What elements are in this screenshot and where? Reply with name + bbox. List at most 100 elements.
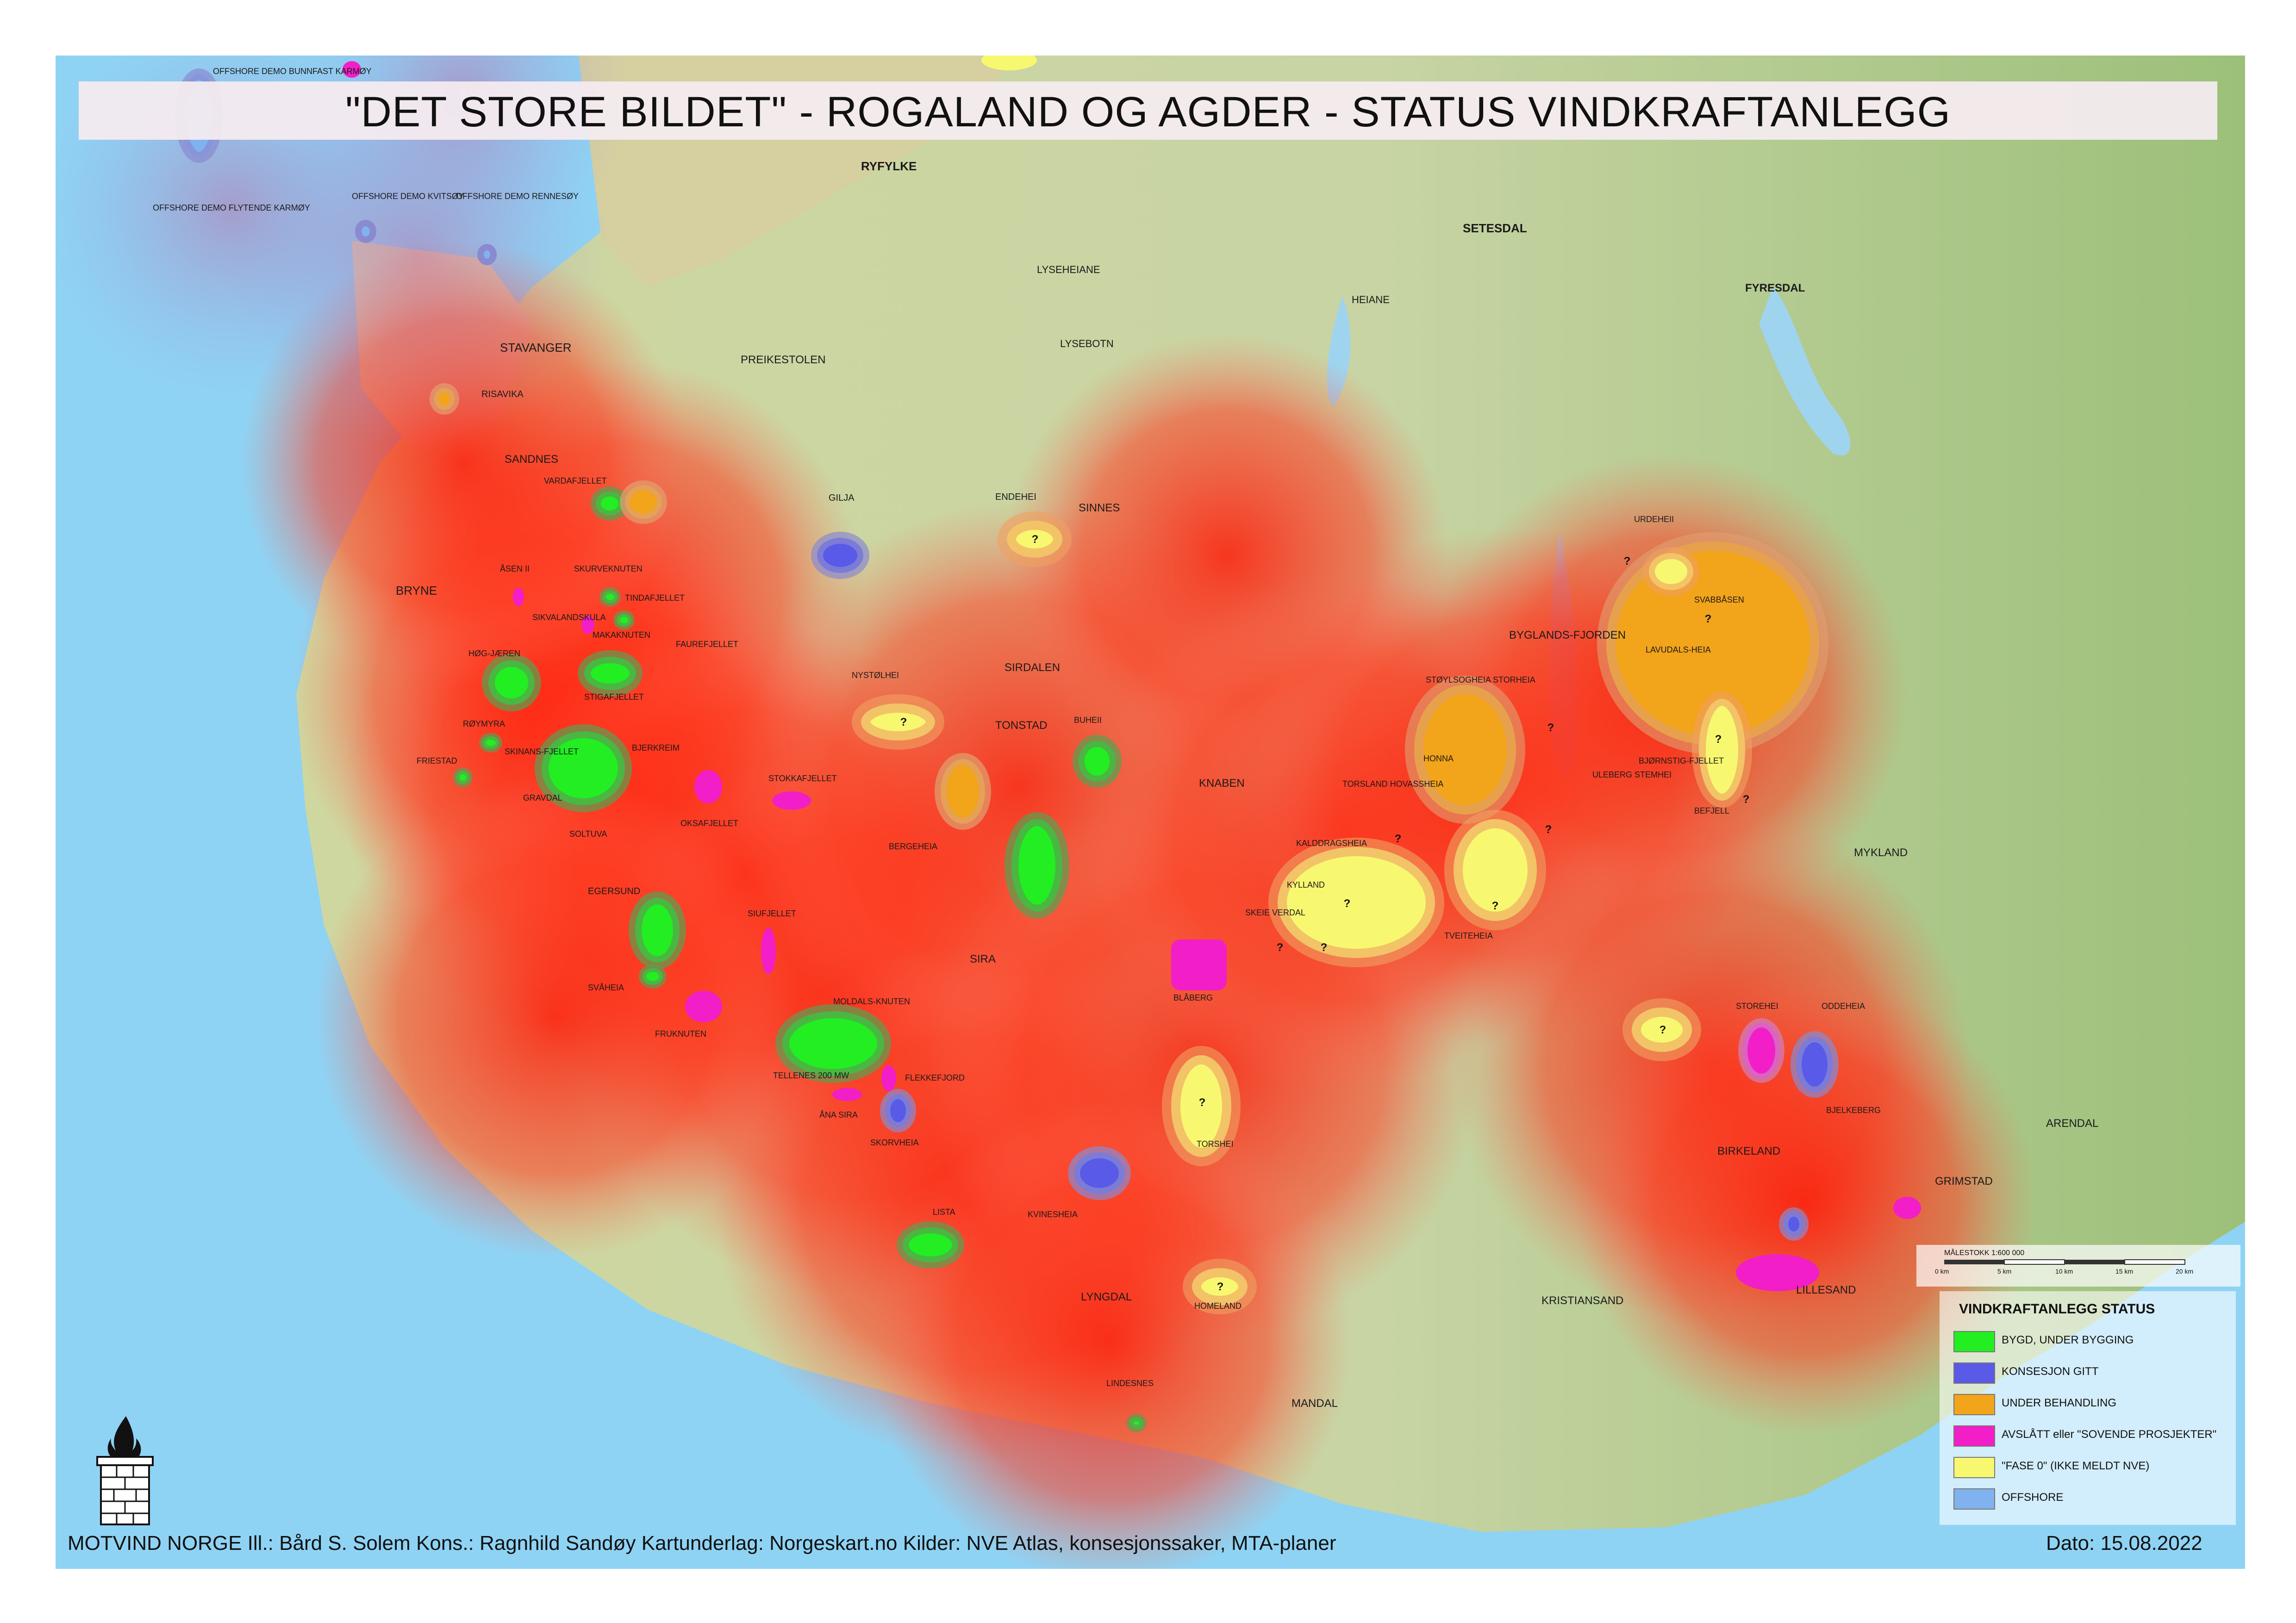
scale-tick-label: 0 km xyxy=(1935,1268,1949,1275)
unknown-marker: ? xyxy=(1705,613,1712,625)
place-label: HØG-JÆREN xyxy=(468,649,520,658)
place-label: KVINESHEIA xyxy=(1028,1210,1078,1219)
area-skinansfjellet xyxy=(535,724,632,812)
place-label: BJELKEBERG xyxy=(1826,1106,1881,1115)
place-label: LINDESNES xyxy=(1106,1379,1154,1388)
place-label: BRYNE xyxy=(396,584,437,597)
legend-item-offshore: OFFSHORE xyxy=(1953,1486,2213,1511)
place-label: STIGAFJELLET xyxy=(584,692,644,702)
place-label: TVEITEHEIA xyxy=(1444,931,1493,940)
areas-phase0 xyxy=(852,50,1752,1314)
scale-tick-label: 15 km xyxy=(2115,1268,2133,1275)
legend-swatch xyxy=(1953,1457,1995,1478)
place-label: ARENDAL xyxy=(2046,1117,2098,1130)
place-label: SIKVALANDSKULA xyxy=(532,613,606,622)
unknown-marker: ? xyxy=(900,716,907,728)
place-label: LAVUDALS-HEIA xyxy=(1646,645,1711,654)
area-offshore-kvitsoy xyxy=(355,220,376,243)
place-label: OKSAFJELLET xyxy=(680,819,738,828)
area-fruknuten xyxy=(685,991,722,1022)
place-label: OFFSHORE DEMO FLYTENDE KARMØY xyxy=(153,203,310,212)
legend-swatch xyxy=(1953,1394,1995,1415)
unknown-marker: ? xyxy=(1547,721,1554,734)
unknown-markers: ? ? ? ? ? ? ? ? ? ? ? ? ? ? ? ? xyxy=(900,533,1750,1293)
areas-rejected xyxy=(343,61,1921,1291)
area-lista xyxy=(897,1221,964,1269)
place-label: ODDEHEIA xyxy=(1822,1001,1865,1011)
area-bjornstigfjellet xyxy=(1692,692,1752,808)
place-label: BEFJELL xyxy=(1694,806,1729,815)
unknown-marker: ? xyxy=(1032,533,1039,546)
area-stoylsogheia xyxy=(1405,676,1525,824)
footer-date: Dato: 15.08.2022 xyxy=(2046,1532,2202,1555)
place-label: KNABEN xyxy=(1199,777,1245,790)
area-skurveknuten xyxy=(599,587,621,607)
unknown-marker: ? xyxy=(1545,823,1552,836)
place-labels: RYFYLKE SETESDAL LYSEHEIANE HEIANE FYRES… xyxy=(153,67,2098,1410)
area-risavika xyxy=(430,383,459,415)
place-label: RISAVIKA xyxy=(481,389,524,399)
area-lillesand-coast xyxy=(1736,1254,1819,1291)
place-label: ENDEHEI xyxy=(995,492,1036,502)
place-label: NYSTØLHEI xyxy=(852,671,899,680)
place-label: GRIMSTAD xyxy=(1935,1175,1993,1188)
place-label: VARDAFJELLET xyxy=(544,476,607,485)
area-bergeheia xyxy=(935,753,991,830)
place-label: SIRDALEN xyxy=(1004,661,1060,674)
place-label: SKURVEKNUTEN xyxy=(574,564,643,573)
place-label: SVÅHEIA xyxy=(588,983,624,992)
legend-label: UNDER BEHANDLING xyxy=(2002,1397,2117,1409)
area-lindesnes xyxy=(1126,1414,1147,1432)
place-label: PREIKESTOLEN xyxy=(741,354,826,366)
unknown-marker: ? xyxy=(1492,900,1499,912)
area-urdeheii xyxy=(1643,547,1699,596)
area-tveiteheia xyxy=(1444,810,1546,930)
place-label: BUHEII xyxy=(1074,715,1102,725)
place-label: FAUREFJELLET xyxy=(676,640,738,649)
scale-tick-label: 5 km xyxy=(1997,1268,2011,1275)
motvind-logo-icon xyxy=(96,1416,154,1525)
place-label: LILLESAND xyxy=(1796,1284,1856,1296)
legend-item-phase0: "FASE 0" (IKKE MELDT NVE) xyxy=(1953,1454,2213,1480)
place-label: SKEIE VERDAL xyxy=(1245,908,1305,917)
place-label: KYLLAND xyxy=(1287,880,1325,889)
legend-swatch xyxy=(1953,1362,1995,1384)
place-label: SKORVHEIA xyxy=(870,1138,919,1147)
unknown-marker: ? xyxy=(1660,1024,1666,1036)
lake xyxy=(1759,287,1851,455)
area-grimstad xyxy=(1893,1197,1921,1219)
place-label: SANDNES xyxy=(505,453,558,466)
area-homeland xyxy=(1183,1259,1257,1314)
place-label: FRIESTAD xyxy=(417,756,457,765)
unknown-marker: ? xyxy=(1624,555,1631,567)
place-label: ÅNA SIRA xyxy=(819,1110,858,1119)
place-label: HOMELAND xyxy=(1194,1301,1242,1311)
area-torshei xyxy=(1162,1046,1241,1166)
area-hog-jaeren xyxy=(482,654,541,711)
legend-title: VINDKRAFTANLEGG STATUS xyxy=(1959,1301,2155,1317)
place-label: GILJA xyxy=(829,493,855,503)
place-label: KRISTIANSAND xyxy=(1541,1294,1623,1307)
place-label: LYNGDAL xyxy=(1081,1291,1132,1303)
place-label: FLEKKEFJORD xyxy=(905,1073,965,1082)
legend-item-under-review: UNDER BEHANDLING xyxy=(1953,1391,2213,1417)
place-label: SIUFJELLET xyxy=(748,909,796,918)
place-label: HONNA xyxy=(1423,754,1454,763)
place-label: BERGEHEIA xyxy=(889,842,937,851)
place-label: SETESDAL xyxy=(1463,221,1527,235)
areas-licensed xyxy=(811,532,1839,1241)
place-label: FYRESDAL xyxy=(1745,282,1805,294)
area-skorvheia xyxy=(880,1089,916,1132)
place-label: BLÅBERG xyxy=(1173,993,1213,1002)
area-ana-sira xyxy=(832,1088,862,1101)
place-label: LYSEHEIANE xyxy=(1037,264,1100,275)
page-title: "DET STORE BILDET" - ROGALAND OG AGDER -… xyxy=(345,88,1951,136)
scale-tick-label: 10 km xyxy=(2055,1268,2073,1275)
legend-label: "FASE 0" (IKKE MELDT NVE) xyxy=(2002,1460,2150,1472)
place-label: MAKAKNUTEN xyxy=(593,630,650,640)
area-svaheia xyxy=(639,964,667,989)
place-label: STØYLSOGHEIA STORHEIA xyxy=(1426,675,1535,684)
unknown-marker: ? xyxy=(1743,793,1750,806)
area-offshore-rennesoy xyxy=(477,244,497,265)
